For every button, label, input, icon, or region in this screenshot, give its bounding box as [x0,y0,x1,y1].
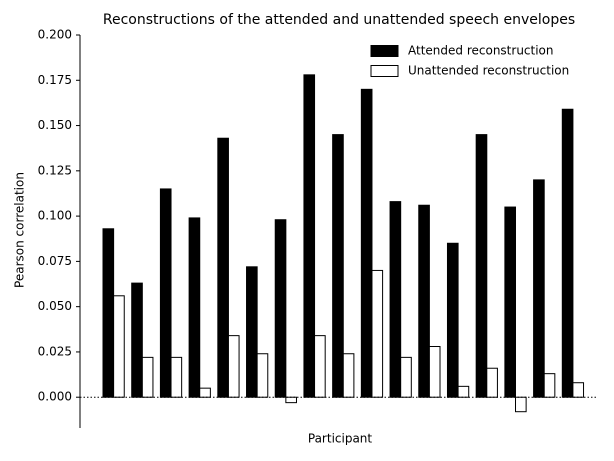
bar [533,179,545,398]
y-tick-label: 0.200 [38,28,72,42]
y-tick-label: 0.175 [38,73,72,87]
y-tick-label: 0.125 [38,163,72,177]
bar [515,396,527,413]
y-tick-label: 0.100 [38,209,72,223]
bar [572,382,585,398]
bar [303,74,316,398]
chart-title: Reconstructions of the attended and unat… [103,12,575,28]
bar [504,206,517,398]
bar [113,295,125,398]
bar [371,269,384,398]
y-tick-label: 0.050 [38,299,72,313]
bar [246,266,258,398]
bar [170,356,183,398]
bar [131,282,143,398]
legend-swatch [370,45,399,57]
bar [274,219,287,398]
bar [332,134,344,398]
bar [360,88,373,398]
y-tick-label: 0.000 [38,390,72,404]
legend-label: Attended reconstruction [408,44,554,58]
y-tick-label: 0.075 [38,254,72,268]
bar [141,356,154,398]
bar [227,335,240,398]
bar [102,228,115,398]
bar [486,367,498,398]
bar [256,353,269,398]
bar [428,346,441,398]
bar [400,356,412,398]
bar [285,396,297,404]
bar [342,353,355,398]
bar [217,137,229,398]
bar [418,204,430,398]
y-tick-label: 0.150 [38,118,72,132]
bar [389,201,402,398]
x-axis-label: Participant [308,432,373,446]
bar [543,373,556,398]
y-axis-label: Pearson correlation [13,172,27,288]
bar [188,217,201,398]
bar [314,335,326,398]
legend-swatch [370,65,399,77]
bar [475,134,488,398]
bar [159,188,172,398]
legend-label: Unattended reconstruction [408,64,569,78]
bar [561,108,574,398]
bar [446,242,459,398]
y-tick-label: 0.025 [38,344,72,358]
bar [457,385,470,398]
bar [199,387,211,398]
